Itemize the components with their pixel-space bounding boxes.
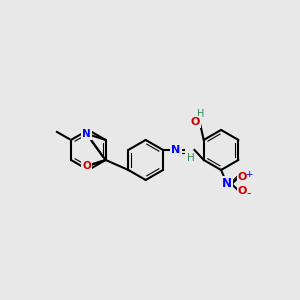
Text: O: O <box>238 186 247 196</box>
Text: -: - <box>247 187 251 200</box>
Text: H: H <box>197 109 204 119</box>
Text: +: + <box>245 170 253 179</box>
Text: N: N <box>82 129 91 139</box>
Text: O: O <box>190 117 200 127</box>
Text: H: H <box>187 153 194 163</box>
Text: N: N <box>222 178 232 190</box>
Text: N: N <box>171 145 181 155</box>
Text: O: O <box>82 161 91 171</box>
Text: O: O <box>238 172 247 182</box>
